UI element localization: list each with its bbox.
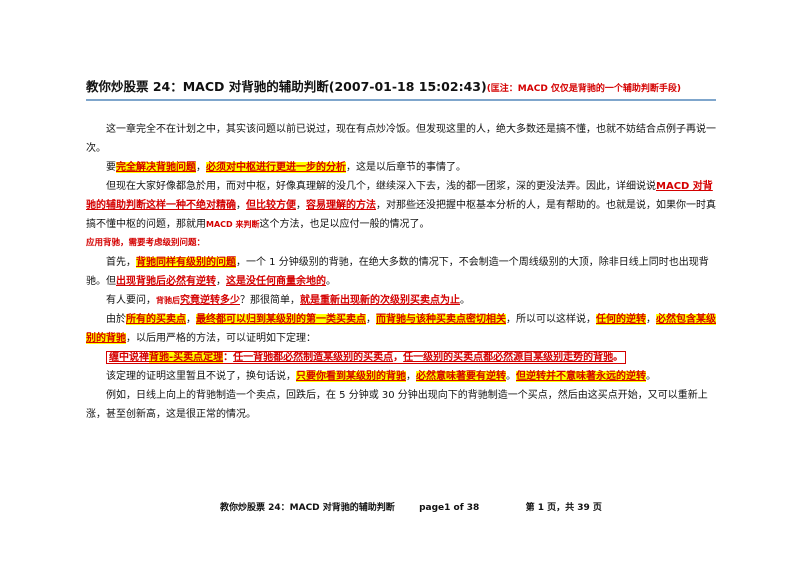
- paragraph-8: 该定理的证明这里暂且不说了，换句话说，只要你看到某级别的背驰，必然意味著要有逆转…: [86, 367, 718, 386]
- article-body: 这一章完全不在计划之中，其实该问题以前已说过，现在有点炒冷饭。但发现这里的人，绝…: [86, 120, 718, 424]
- footer-page-of: page1 of 38: [419, 503, 480, 513]
- emphasis-run: 但比较方便: [246, 200, 296, 211]
- paragraph-9: 例如，日线上向上的背驰制造一个卖点，回跌后，在 5 分钟或 30 分钟出现向下的…: [86, 390, 708, 420]
- emphasis-run: 背驰后: [156, 296, 180, 305]
- document-title: 教你炒股票 24：MACD 对背驰的辅助判断(2007-01-18 15:02:…: [86, 76, 726, 95]
- paragraph-4: 首先，背驰同样有级别的问题，一个 1 分钟级别的背驰，在绝大多数的情况下，不会制…: [86, 253, 718, 291]
- text-run: ，这是以后章节的事情了。: [346, 162, 466, 173]
- paragraph-6: 由於所有的买卖点，最终都可以归到某级别的第一类买卖点，而背驰与该种买卖点密切相关…: [86, 310, 718, 348]
- text-run: 。: [506, 371, 516, 382]
- emphasis-run: 任一背驰都必然制造某级别的买卖点: [233, 352, 394, 363]
- text-run: 但现在大家好像都急於用，而对中枢，好像真理解的没几个，继续深入下去，浅的都一团浆…: [106, 181, 656, 192]
- emphasis-run: 这是没任何商量余地的: [226, 276, 326, 287]
- text-run: ，: [406, 371, 416, 382]
- page-footer: 教你炒股票 24：MACD 对背驰的辅助判断 page1 of 38 第 1 页…: [220, 500, 640, 513]
- text-run: 该定理的证明这里暂且不说了，换句话说，: [106, 371, 296, 382]
- highlight-run: 背驰-买卖点定理: [149, 352, 224, 363]
- highlight-run: 完全解决背驰问题: [116, 162, 196, 173]
- text-run: ，: [236, 200, 246, 211]
- highlight-run: 任何的逆转: [596, 314, 646, 325]
- highlight-run: 必然意味著要有逆转: [416, 371, 506, 382]
- title-note: (匡注：MACD 仅仅是背驰的一个辅助判断手段): [486, 84, 682, 94]
- footer-page-count: 第 1 页，共 39 页: [525, 503, 602, 513]
- text-run: ？那很简单，: [240, 295, 300, 306]
- paragraph-1: 这一章完全不在计划之中，其实该问题以前已说过，现在有点炒冷饭。但发现这里的人，绝…: [86, 124, 716, 154]
- text-run: ，: [186, 314, 196, 325]
- highlight-run: 背驰同样有级别的问题: [136, 257, 236, 268]
- paragraph-2: 要完全解决背驰问题，必须对中枢进行更进一步的分析，这是以后章节的事情了。: [86, 158, 718, 177]
- text-run: 。: [460, 295, 470, 306]
- highlight-run: 必须对中枢进行更进一步的分析: [206, 162, 346, 173]
- text-run: ：: [223, 352, 234, 363]
- theorem-box: 缠中说禅背驰-买卖点定理：任一背驰都必然制造某级别的买卖点，任一级别的买卖点都必…: [106, 351, 627, 364]
- text-run: ，: [196, 162, 206, 173]
- emphasis-run: MACD 对背驰的辅助判断这样一种不绝对精确: [86, 181, 713, 211]
- highlight-run: 而背驰与该种买卖点密切相关: [376, 314, 506, 325]
- title-main: 教你炒股票 24：MACD 对背驰的辅助判断(2007-01-18 15:02:…: [86, 79, 487, 94]
- text-run: ，: [393, 352, 404, 363]
- paragraph-3: 但现在大家好像都急於用，而对中枢，好像真理解的没几个，继续深入下去，浅的都一团浆…: [86, 177, 718, 234]
- text-run: ，: [646, 314, 656, 325]
- highlight-run: 最终都可以归到某级别的第一类买卖点: [196, 314, 366, 325]
- section-heading: 应用背驰，需要考虑级别问题：: [86, 238, 206, 248]
- text-run: ，一个 1 分钟级别的背驰，在绝大多数的情况下，不会制造一个周线级别的大顶，除非…: [86, 257, 709, 287]
- text-run: 首先，: [106, 257, 136, 268]
- paragraph-5: 有人要问，背驰后究竟逆转多少？那很简单，就是重新出现新的次级别买卖点为止。: [86, 291, 718, 310]
- emphasis-run: 究竟逆转多少: [180, 295, 240, 306]
- highlight-run: 但逆转并不意味著永远的逆转: [516, 371, 646, 382]
- text-run: 由於: [106, 314, 126, 325]
- emphasis-run: 缠中说禅: [109, 352, 149, 363]
- text-run: 有人要问，: [106, 295, 156, 306]
- text-run: ，以后用严格的方法，可以证明如下定理：: [126, 333, 316, 344]
- text-run: 要: [106, 162, 116, 173]
- text-run: 这个方法，也足以应付一般的情况了。: [259, 219, 430, 230]
- emphasis-run: MACD 来判断: [206, 220, 260, 229]
- footer-doc-title: 教你炒股票 24：MACD 对背驰的辅助判断: [220, 503, 395, 513]
- text-run: 。: [646, 371, 656, 382]
- text-run: 。: [326, 276, 336, 287]
- highlight-run: 只要你看到某级别的背驰: [296, 371, 406, 382]
- text-run: ，所以可以这样说，: [506, 314, 596, 325]
- emphasis-run: 任一级别的买卖点都必然源自某级别走势的背驰: [403, 352, 614, 363]
- emphasis-run: 就是重新出现新的次级别买卖点为止: [300, 295, 460, 306]
- text-run: ，对那些还没把握中枢基本分析的人，是有帮助的。也就是说，如果你一时真搞不懂中枢的…: [86, 200, 716, 230]
- text-run: ，: [296, 200, 306, 211]
- text-run: ，: [366, 314, 376, 325]
- text-run: 。: [613, 352, 624, 363]
- highlight-run: 所有的买卖点: [126, 314, 186, 325]
- title-divider: [86, 99, 716, 101]
- paragraph-7: 缠中说禅背驰-买卖点定理：任一背驰都必然制造某级别的买卖点，任一级别的买卖点都必…: [86, 348, 718, 367]
- text-run: ，: [216, 276, 226, 287]
- emphasis-run: 出现背驰后必然有逆转: [116, 276, 216, 287]
- emphasis-run: 容易理解的方法: [306, 200, 376, 211]
